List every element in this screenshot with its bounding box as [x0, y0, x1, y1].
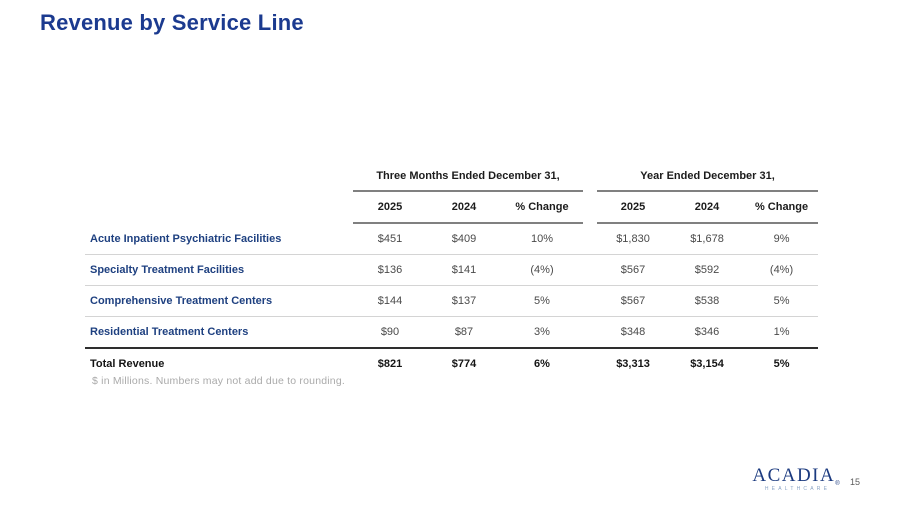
footnote: $ in Millions. Numbers may not add due t… [92, 375, 345, 387]
total-value: 6% [501, 347, 584, 379]
column-header-y-pct-change: % Change [745, 191, 819, 224]
page-number: 15 [850, 477, 861, 487]
table-row-total-revenue: Total Revenue $821 $774 6% $3,313 $3,154… [85, 347, 819, 379]
group-gap [583, 191, 597, 223]
group-gap [583, 347, 598, 379]
group-header-year-ended: Year Ended December 31, [597, 161, 819, 192]
total-value: $821 [353, 347, 427, 379]
cell-value: 5% [745, 285, 819, 317]
cell-value: $137 [427, 285, 501, 317]
cell-value: $409 [427, 223, 501, 255]
row-label: Specialty Treatment Facilities [85, 254, 353, 286]
cell-value: $567 [597, 254, 670, 286]
total-value: $3,313 [597, 347, 670, 379]
cell-value: $567 [597, 285, 670, 317]
cell-value: $592 [669, 254, 746, 286]
cell-value: $451 [353, 223, 427, 255]
cell-value: 3% [501, 316, 584, 349]
acadia-healthcare-logo: ACADIA® HEALTHCARE [747, 466, 845, 492]
column-header-q-2025: 2025 [353, 191, 427, 224]
group-header-spacer [85, 161, 353, 191]
cell-value: $141 [427, 254, 501, 286]
group-gap [583, 285, 598, 317]
group-gap [583, 254, 598, 286]
cell-value: $1,830 [597, 223, 670, 255]
group-gap [583, 316, 598, 349]
cell-value: (4%) [745, 254, 819, 286]
cell-value: 1% [745, 316, 819, 349]
cell-value: 5% [501, 285, 584, 317]
cell-value: (4%) [501, 254, 584, 286]
cell-value: 9% [745, 223, 819, 255]
table-column-header-row: 2025 2024 % Change 2025 2024 % Change [85, 191, 819, 224]
cell-value: $90 [353, 316, 427, 349]
column-header-y-2025: 2025 [597, 191, 670, 224]
revenue-by-service-line-table: Three Months Ended December 31, Year End… [85, 161, 819, 379]
column-header-q-2024: 2024 [427, 191, 501, 224]
registered-trademark-icon: ® [835, 481, 840, 487]
cell-value: 10% [501, 223, 584, 255]
page-title: Revenue by Service Line [40, 10, 304, 35]
logo-subbrand-text: HEALTHCARE [764, 486, 831, 492]
cell-value: $346 [669, 316, 746, 349]
cell-value: $87 [427, 316, 501, 349]
total-value: 5% [745, 347, 819, 379]
column-header-y-2024: 2024 [669, 191, 746, 224]
table-group-header-row: Three Months Ended December 31, Year End… [85, 161, 819, 192]
cell-value: $144 [353, 285, 427, 317]
group-gap [583, 223, 598, 255]
row-label: Comprehensive Treatment Centers [85, 285, 353, 317]
total-value: $3,154 [669, 347, 746, 379]
table-row-specialty-treatment: Specialty Treatment Facilities $136 $141… [85, 254, 819, 286]
logo-brand-text: ACADIA [752, 465, 836, 486]
table-row-comprehensive-treatment: Comprehensive Treatment Centers $144 $13… [85, 285, 819, 317]
cell-value: $538 [669, 285, 746, 317]
column-header-q-pct-change: % Change [501, 191, 584, 224]
cell-value: $136 [353, 254, 427, 286]
row-label: Acute Inpatient Psychiatric Facilities [85, 223, 353, 255]
table-row-acute-inpatient: Acute Inpatient Psychiatric Facilities $… [85, 223, 819, 255]
cell-value: $348 [597, 316, 670, 349]
table-row-residential-treatment: Residential Treatment Centers $90 $87 3%… [85, 316, 819, 349]
column-header-spacer [85, 191, 353, 223]
row-label: Residential Treatment Centers [85, 316, 353, 349]
group-header-three-months: Three Months Ended December 31, [353, 161, 584, 192]
cell-value: $1,678 [669, 223, 746, 255]
total-label: Total Revenue [85, 347, 353, 379]
group-gap [583, 161, 597, 191]
total-value: $774 [427, 347, 501, 379]
